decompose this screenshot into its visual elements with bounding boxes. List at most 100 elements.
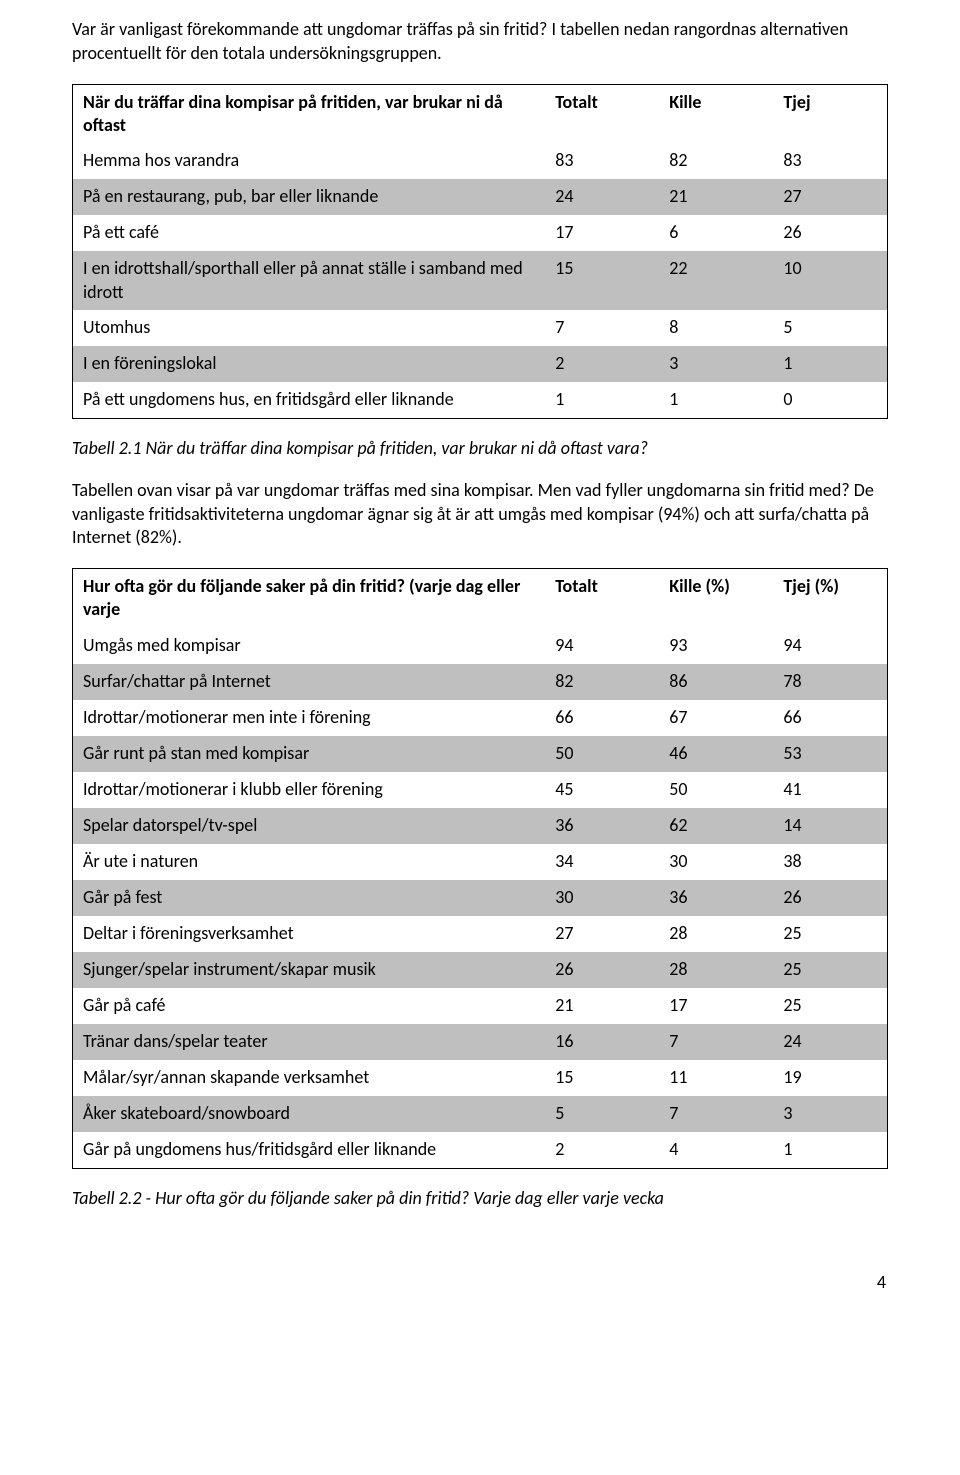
table1-cell-activity: Hemma hos varandra <box>73 143 546 179</box>
table2-cell-total: 5 <box>545 1096 659 1132</box>
table-row: Idrottar/motionerar i klubb eller föreni… <box>73 772 888 808</box>
table2-cell-tjej: 25 <box>773 916 887 952</box>
table2-cell-tjej: 24 <box>773 1024 887 1060</box>
table2-cell-activity: Åker skateboard/snowboard <box>73 1096 546 1132</box>
caption-table-2-2: Tabell 2.2 - Hur ofta gör du följande sa… <box>72 1187 888 1211</box>
page-number: 4 <box>72 1271 888 1295</box>
table2-cell-activity: Spelar datorspel/tv-spel <box>73 808 546 844</box>
table2-cell-kille: 86 <box>659 664 773 700</box>
table1-cell-tjej: 0 <box>773 382 887 419</box>
table2-cell-kille: 36 <box>659 880 773 916</box>
table1-cell-activity: I en föreningslokal <box>73 346 546 382</box>
table2-cell-kille: 67 <box>659 700 773 736</box>
table1-cell-total: 17 <box>545 215 659 251</box>
table-row: Tränar dans/spelar teater16724 <box>73 1024 888 1060</box>
table2-cell-activity: Tränar dans/spelar teater <box>73 1024 546 1060</box>
table1-cell-activity: I en idrottshall/sporthall eller på anna… <box>73 251 546 310</box>
table-2-2: Hur ofta gör du följande saker på din fr… <box>72 568 888 1169</box>
table2-header-tjej: Tjej (%) <box>773 569 887 628</box>
table2-cell-total: 2 <box>545 1132 659 1169</box>
table-row: Åker skateboard/snowboard573 <box>73 1096 888 1132</box>
table2-cell-total: 45 <box>545 772 659 808</box>
table-2-1: När du träffar dina kompisar på fritiden… <box>72 84 888 420</box>
table1-header-total: Totalt <box>545 84 659 143</box>
table2-cell-tjej: 25 <box>773 952 887 988</box>
table2-cell-activity: Umgås med kompisar <box>73 628 546 664</box>
table-row: Hemma hos varandra838283 <box>73 143 888 179</box>
table1-cell-activity: På en restaurang, pub, bar eller liknand… <box>73 179 546 215</box>
table1-cell-total: 7 <box>545 310 659 346</box>
table1-cell-total: 1 <box>545 382 659 419</box>
table-row: Umgås med kompisar949394 <box>73 628 888 664</box>
table2-cell-total: 50 <box>545 736 659 772</box>
table1-cell-total: 15 <box>545 251 659 310</box>
table1-cell-tjej: 26 <box>773 215 887 251</box>
table1-header-tjej: Tjej <box>773 84 887 143</box>
table2-cell-total: 82 <box>545 664 659 700</box>
table1-cell-tjej: 5 <box>773 310 887 346</box>
table2-cell-total: 15 <box>545 1060 659 1096</box>
table2-cell-kille: 4 <box>659 1132 773 1169</box>
table2-cell-activity: Går på fest <box>73 880 546 916</box>
table2-cell-activity: Går på ungdomens hus/fritidsgård eller l… <box>73 1132 546 1169</box>
table-row: Går på café211725 <box>73 988 888 1024</box>
table2-cell-tjej: 26 <box>773 880 887 916</box>
table2-cell-tjej: 19 <box>773 1060 887 1096</box>
table-row: Går på ungdomens hus/fritidsgård eller l… <box>73 1132 888 1169</box>
table1-cell-activity: På ett café <box>73 215 546 251</box>
table1-cell-tjej: 27 <box>773 179 887 215</box>
table2-cell-tjej: 53 <box>773 736 887 772</box>
table1-cell-tjej: 1 <box>773 346 887 382</box>
table2-cell-tjej: 78 <box>773 664 887 700</box>
table2-header-activity: Hur ofta gör du följande saker på din fr… <box>73 569 546 628</box>
table1-cell-kille: 3 <box>659 346 773 382</box>
table1-header-activity: När du träffar dina kompisar på fritiden… <box>73 84 546 143</box>
table2-cell-kille: 28 <box>659 952 773 988</box>
table1-cell-total: 83 <box>545 143 659 179</box>
table1-cell-activity: Utomhus <box>73 310 546 346</box>
table2-cell-activity: Deltar i föreningsverksamhet <box>73 916 546 952</box>
table2-cell-total: 30 <box>545 880 659 916</box>
table1-header-kille: Kille <box>659 84 773 143</box>
table1-cell-total: 2 <box>545 346 659 382</box>
table1-cell-activity: På ett ungdomens hus, en fritidsgård ell… <box>73 382 546 419</box>
table2-cell-total: 36 <box>545 808 659 844</box>
table2-cell-tjej: 41 <box>773 772 887 808</box>
table2-cell-tjej: 3 <box>773 1096 887 1132</box>
table2-cell-kille: 50 <box>659 772 773 808</box>
table2-cell-kille: 7 <box>659 1096 773 1132</box>
table-row: Deltar i föreningsverksamhet272825 <box>73 916 888 952</box>
table-row: Går runt på stan med kompisar504653 <box>73 736 888 772</box>
table2-cell-kille: 7 <box>659 1024 773 1060</box>
table2-cell-kille: 93 <box>659 628 773 664</box>
table-row: I en föreningslokal231 <box>73 346 888 382</box>
table1-cell-kille: 8 <box>659 310 773 346</box>
table1-cell-kille: 1 <box>659 382 773 419</box>
table-row: Är ute i naturen343038 <box>73 844 888 880</box>
table2-cell-activity: Målar/syr/annan skapande verksamhet <box>73 1060 546 1096</box>
table2-cell-total: 16 <box>545 1024 659 1060</box>
table2-cell-activity: Idrottar/motionerar men inte i förening <box>73 700 546 736</box>
table2-cell-kille: 28 <box>659 916 773 952</box>
table2-cell-tjej: 25 <box>773 988 887 1024</box>
table1-cell-kille: 22 <box>659 251 773 310</box>
table2-cell-tjej: 66 <box>773 700 887 736</box>
table2-cell-tjej: 14 <box>773 808 887 844</box>
table-row: Surfar/chattar på Internet828678 <box>73 664 888 700</box>
table-row: Målar/syr/annan skapande verksamhet15111… <box>73 1060 888 1096</box>
table2-cell-activity: Går runt på stan med kompisar <box>73 736 546 772</box>
table2-cell-tjej: 94 <box>773 628 887 664</box>
table2-header-kille: Kille (%) <box>659 569 773 628</box>
table1-cell-kille: 82 <box>659 143 773 179</box>
table-row: På ett ungdomens hus, en fritidsgård ell… <box>73 382 888 419</box>
table2-cell-activity: Idrottar/motionerar i klubb eller föreni… <box>73 772 546 808</box>
table2-cell-kille: 17 <box>659 988 773 1024</box>
table2-cell-activity: Surfar/chattar på Internet <box>73 664 546 700</box>
table1-cell-kille: 6 <box>659 215 773 251</box>
table-row: Utomhus785 <box>73 310 888 346</box>
table2-cell-tjej: 38 <box>773 844 887 880</box>
table-row: På ett café17626 <box>73 215 888 251</box>
table2-cell-kille: 46 <box>659 736 773 772</box>
table2-header-total: Totalt <box>545 569 659 628</box>
table-row: På en restaurang, pub, bar eller liknand… <box>73 179 888 215</box>
